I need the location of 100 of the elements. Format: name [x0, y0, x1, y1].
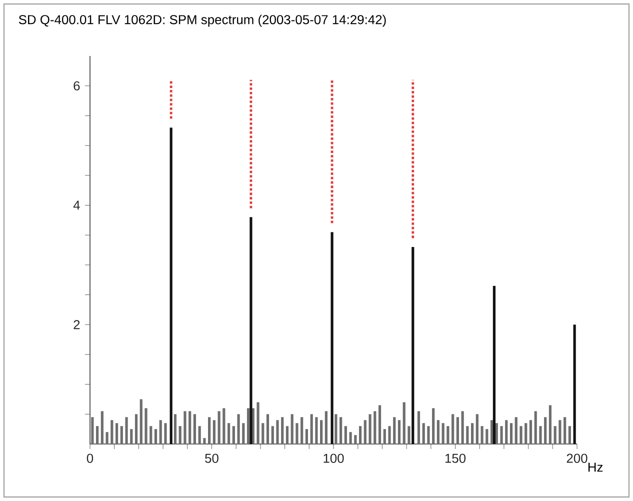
- bar: [354, 435, 357, 444]
- bar: [492, 286, 496, 444]
- bar: [232, 426, 235, 444]
- y-tick-label: 2: [74, 320, 80, 330]
- bar: [505, 420, 508, 444]
- bar: [524, 423, 528, 444]
- bar: [188, 411, 192, 444]
- bar: [436, 420, 440, 444]
- bar: [198, 426, 201, 444]
- y-tick-label: 4: [73, 200, 80, 210]
- bar: [554, 426, 556, 444]
- chart-title: SD Q-400.01 FLV 1062D: SPM spectrum (2003-05-07 14:29:42): [18, 14, 386, 27]
- bar: [427, 426, 430, 444]
- x-tick-label: 50: [205, 454, 218, 463]
- bar: [271, 426, 274, 444]
- bar: [266, 414, 270, 444]
- bar: [344, 426, 347, 444]
- bar: [422, 423, 425, 444]
- bar: [193, 414, 196, 444]
- bar: [544, 417, 547, 444]
- bar: [242, 423, 245, 444]
- bar: [378, 405, 382, 444]
- bar: [466, 426, 469, 444]
- bar: [402, 402, 406, 444]
- bar: [164, 423, 167, 444]
- bar: [315, 417, 318, 444]
- bar: [480, 426, 484, 444]
- bar: [125, 417, 128, 444]
- bar: [417, 411, 420, 444]
- bar: [310, 414, 313, 444]
- bar: [412, 247, 414, 444]
- bar: [471, 423, 474, 444]
- bar: [305, 429, 308, 444]
- bar: [154, 429, 158, 444]
- bar: [228, 423, 230, 444]
- bar: [320, 420, 323, 444]
- bar: [330, 232, 334, 444]
- bar: [408, 426, 410, 444]
- bar: [564, 417, 566, 444]
- bar: [529, 420, 532, 444]
- bar: [290, 414, 294, 444]
- bar: [520, 426, 522, 444]
- bar: [218, 411, 220, 444]
- bar: [222, 408, 226, 444]
- y-tick-label: 6: [74, 81, 80, 90]
- bar: [364, 420, 366, 444]
- bar: [96, 426, 99, 444]
- bar: [159, 420, 162, 444]
- bar: [237, 414, 240, 444]
- bar: [548, 405, 552, 444]
- bar: [446, 426, 450, 444]
- bar: [296, 423, 298, 444]
- bar: [178, 426, 182, 444]
- bar: [324, 411, 328, 444]
- bar: [110, 420, 114, 444]
- bar: [388, 426, 391, 444]
- x-tick-label: 200: [566, 454, 588, 463]
- bar: [495, 423, 498, 444]
- bar: [398, 420, 401, 444]
- bar: [246, 408, 250, 444]
- bar: [510, 423, 513, 444]
- bar: [134, 414, 138, 444]
- x-tick-label: 150: [445, 454, 466, 463]
- bar: [144, 408, 148, 444]
- bar: [452, 414, 454, 444]
- bar: [486, 429, 488, 444]
- bar: [358, 426, 362, 444]
- bar: [286, 426, 289, 444]
- bar: [130, 429, 133, 444]
- bar: [106, 432, 108, 444]
- x-tick-label: 0: [86, 454, 94, 463]
- bar: [374, 411, 376, 444]
- bar: [534, 411, 537, 444]
- x-axis-title: Hz: [588, 462, 603, 472]
- bar: [150, 426, 152, 444]
- bar: [490, 420, 494, 444]
- bar: [558, 420, 562, 444]
- bar: [514, 417, 518, 444]
- bar: [442, 423, 444, 444]
- bar: [568, 426, 571, 444]
- bar: [212, 420, 216, 444]
- bar: [539, 426, 542, 444]
- bar: [91, 417, 94, 444]
- bar: [203, 438, 206, 444]
- bar: [432, 408, 435, 444]
- bar: [115, 423, 118, 444]
- bar: [184, 411, 186, 444]
- bar: [500, 426, 503, 444]
- bar: [262, 423, 264, 444]
- bar: [140, 399, 142, 444]
- bar: [300, 417, 304, 444]
- bar: [383, 429, 386, 444]
- bar: [461, 411, 464, 444]
- bar: [456, 417, 459, 444]
- x-tick-label: 100: [324, 454, 344, 463]
- bar: [276, 420, 279, 444]
- bar: [256, 402, 260, 444]
- bar: [100, 411, 104, 444]
- bar: [349, 432, 352, 444]
- bar: [120, 426, 123, 444]
